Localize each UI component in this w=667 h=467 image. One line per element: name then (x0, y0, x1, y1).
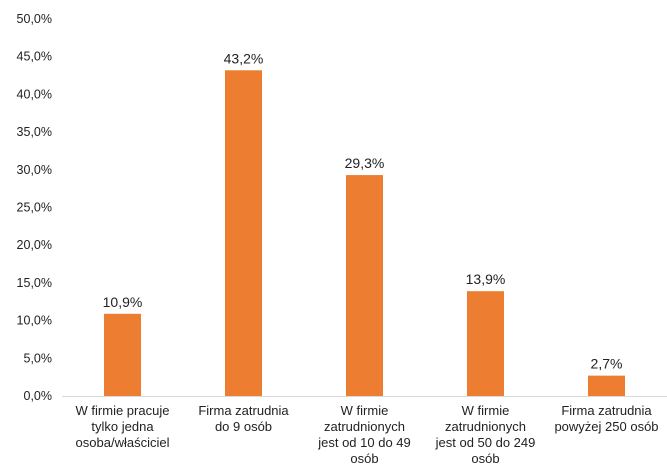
bars-group (104, 70, 625, 396)
x-category-label-line: W firmie (341, 403, 389, 418)
x-category-label-line: do 9 osób (215, 419, 272, 434)
y-axis-tick-labels: 0,0% 5,0% 10,0% 15,0% 20,0% 25,0% 30,0% 35,0% 40… (17, 12, 52, 403)
x-category-label-line: W firmie (462, 403, 510, 418)
bar (467, 291, 504, 396)
y-tick-label: 35,0% (17, 125, 52, 139)
y-tick-label: 40,0% (17, 87, 52, 101)
y-tick-label: 15,0% (17, 276, 52, 290)
x-category-label-line: osób (471, 451, 499, 466)
bar (225, 70, 262, 396)
data-label: 2,7% (591, 356, 623, 372)
x-category-label-line: Firma zatrudnia (561, 403, 652, 418)
x-category-label-line: Firma zatrudnia (198, 403, 289, 418)
x-category-label-line: powyżej 250 osób (554, 419, 658, 434)
x-category-label-line: jest od 50 do 249 (435, 435, 536, 450)
y-tick-label: 10,0% (17, 314, 52, 328)
x-category-label-line: W firmie pracuje (76, 403, 170, 418)
bar (346, 175, 383, 396)
x-category-label-line: tylko jedna (91, 419, 154, 434)
x-category-label-line: osoba/właściciel (76, 435, 170, 450)
y-tick-label: 5,0% (24, 351, 53, 365)
x-category-label-line: zatrudnionych (445, 419, 526, 434)
data-label: 10,9% (103, 294, 143, 310)
x-category-label-line: zatrudnionych (324, 419, 405, 434)
bar (104, 313, 141, 396)
data-label: 43,2% (224, 50, 264, 66)
data-label: 29,3% (345, 155, 385, 171)
y-tick-label: 30,0% (17, 163, 52, 177)
y-tick-label: 20,0% (17, 238, 52, 252)
y-tick-label: 45,0% (17, 50, 52, 64)
data-labels-group: 10,9% 43,2% 29,3% 13,9% 2,7% (103, 50, 623, 371)
x-category-label-line: jest od 10 do 49 (317, 435, 411, 450)
x-category-label-line: osób (350, 451, 378, 466)
y-tick-label: 25,0% (17, 201, 52, 215)
data-label: 13,9% (466, 271, 506, 287)
y-tick-label: 0,0% (24, 389, 53, 403)
y-tick-label: 50,0% (17, 12, 52, 26)
bar (588, 375, 625, 396)
